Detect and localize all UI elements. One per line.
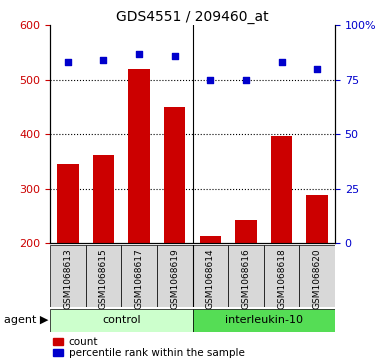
Point — [207, 77, 213, 83]
Text: percentile rank within the sample: percentile rank within the sample — [69, 348, 244, 358]
Text: GSM1068619: GSM1068619 — [170, 248, 179, 309]
Bar — [57, 164, 79, 243]
Point — [65, 60, 71, 65]
Text: GSM1068614: GSM1068614 — [206, 248, 215, 309]
Bar — [128, 69, 150, 243]
Bar — [53, 338, 63, 346]
Point — [100, 57, 107, 63]
Point — [243, 77, 249, 83]
Text: GSM1068620: GSM1068620 — [313, 248, 321, 309]
Text: control: control — [102, 315, 141, 325]
Bar — [264, 245, 300, 307]
Point — [172, 53, 178, 59]
Bar — [157, 245, 192, 307]
Point — [278, 60, 285, 65]
Bar — [164, 107, 186, 243]
Text: GSM1068617: GSM1068617 — [135, 248, 144, 309]
Bar — [50, 309, 192, 332]
Bar — [53, 349, 63, 356]
Bar — [192, 245, 228, 307]
Bar — [271, 136, 292, 243]
Bar — [300, 245, 335, 307]
Text: GSM1068618: GSM1068618 — [277, 248, 286, 309]
Bar — [192, 309, 335, 332]
Title: GDS4551 / 209460_at: GDS4551 / 209460_at — [116, 11, 269, 24]
Bar — [228, 245, 264, 307]
Text: GSM1068613: GSM1068613 — [64, 248, 72, 309]
Point — [314, 66, 320, 72]
Text: GSM1068615: GSM1068615 — [99, 248, 108, 309]
Text: GSM1068616: GSM1068616 — [241, 248, 250, 309]
Bar — [199, 236, 221, 243]
Bar — [121, 245, 157, 307]
Bar — [85, 245, 121, 307]
Text: count: count — [69, 337, 98, 347]
Text: interleukin-10: interleukin-10 — [225, 315, 303, 325]
Text: agent ▶: agent ▶ — [4, 315, 48, 325]
Point — [136, 51, 142, 57]
Bar — [306, 195, 328, 243]
Bar — [50, 245, 85, 307]
Bar — [93, 155, 114, 243]
Bar — [235, 220, 257, 243]
